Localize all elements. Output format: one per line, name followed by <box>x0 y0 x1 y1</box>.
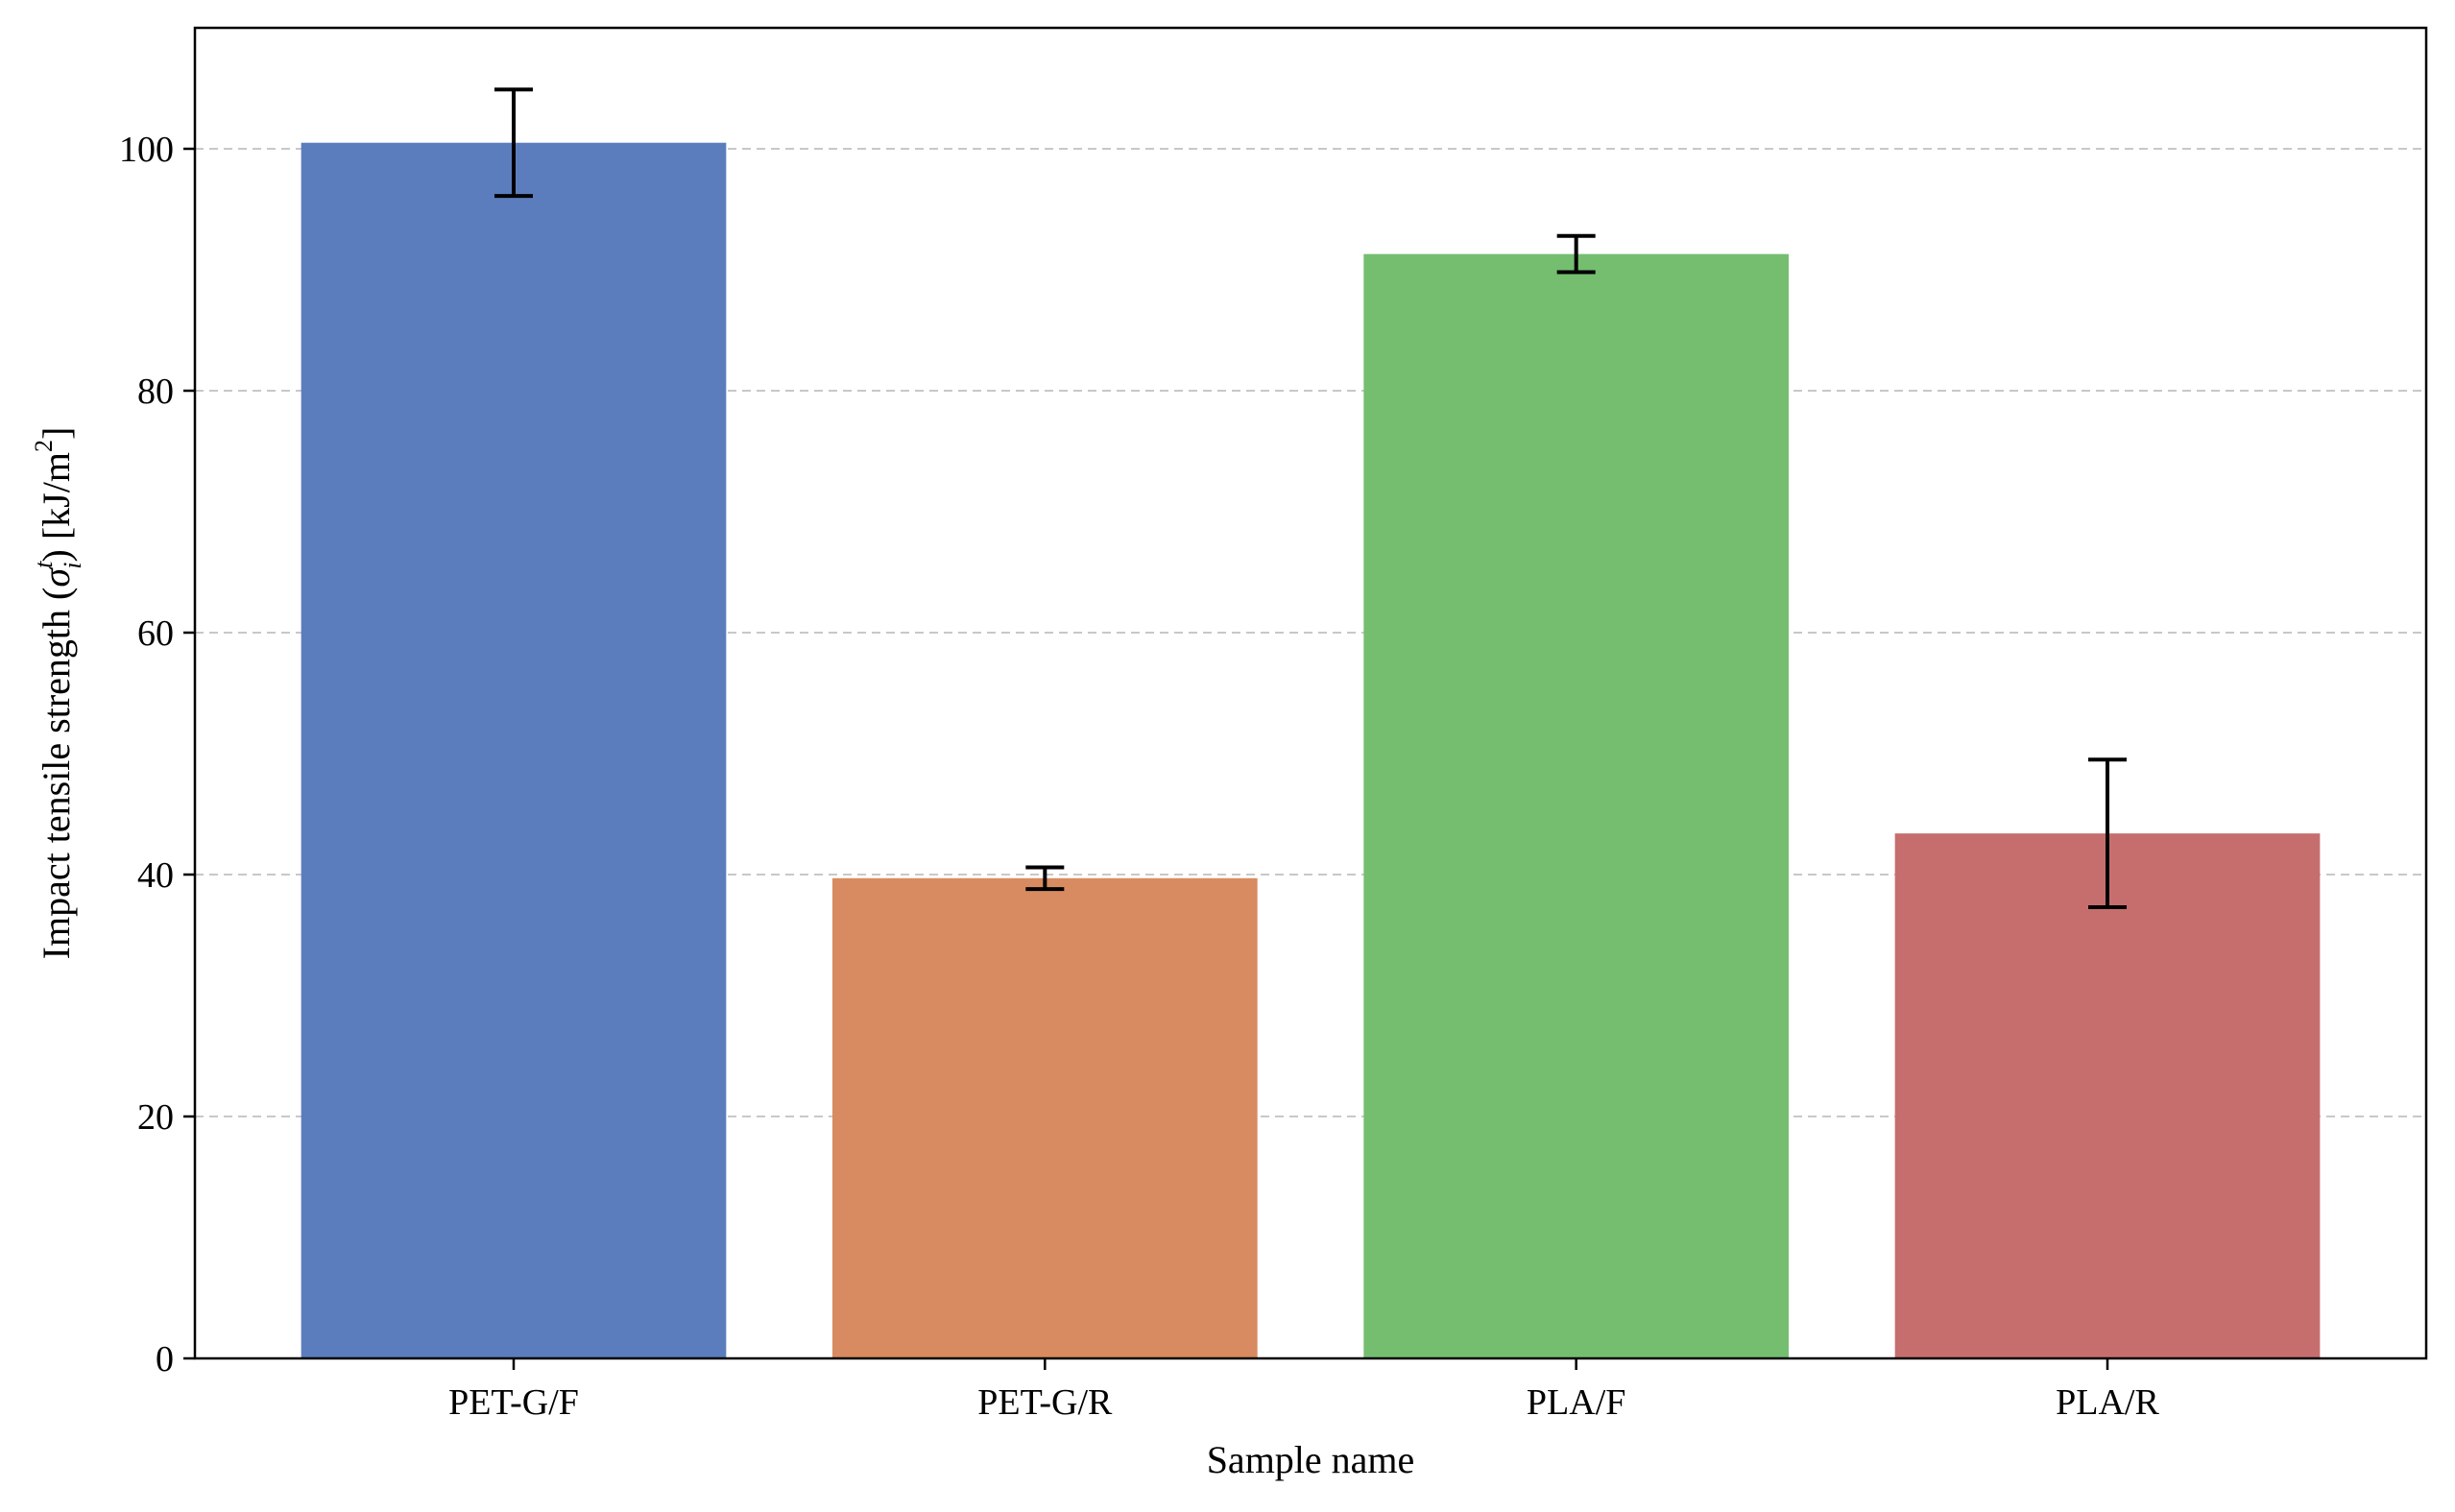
y-tick-label: 0 <box>156 1339 174 1380</box>
x-tick-label: PLA/R <box>2056 1382 2159 1423</box>
error-bars <box>494 87 2127 910</box>
bar-pet-g-f <box>301 142 727 1359</box>
y-axis-label: Impact tensile strength (σti) [kJ/m2] <box>30 427 86 960</box>
y-tick-label: 60 <box>137 613 174 654</box>
x-tick-label: PET-G/R <box>977 1382 1113 1423</box>
plot-frame <box>193 26 2428 1360</box>
y-tick-label: 100 <box>119 130 174 170</box>
x-axis-ticks: PET-G/F PET-G/R PLA/F PLA/R <box>448 1358 2159 1423</box>
bar-pla-f <box>1363 253 1789 1358</box>
y-tick-label: 80 <box>137 372 174 412</box>
bar-pet-g-r <box>832 877 1258 1358</box>
x-tick-label: PET-G/F <box>448 1382 579 1423</box>
x-axis-label: Sample name <box>1207 1438 1415 1481</box>
x-tick-label: PLA/F <box>1527 1382 1625 1423</box>
y-tick-label: 20 <box>137 1097 174 1138</box>
y-axis-ticks: 0 20 40 60 80 100 <box>119 130 195 1380</box>
bars <box>301 142 2321 1359</box>
y-tick-label: 40 <box>137 855 174 896</box>
bar-pla-r <box>1894 833 2321 1358</box>
